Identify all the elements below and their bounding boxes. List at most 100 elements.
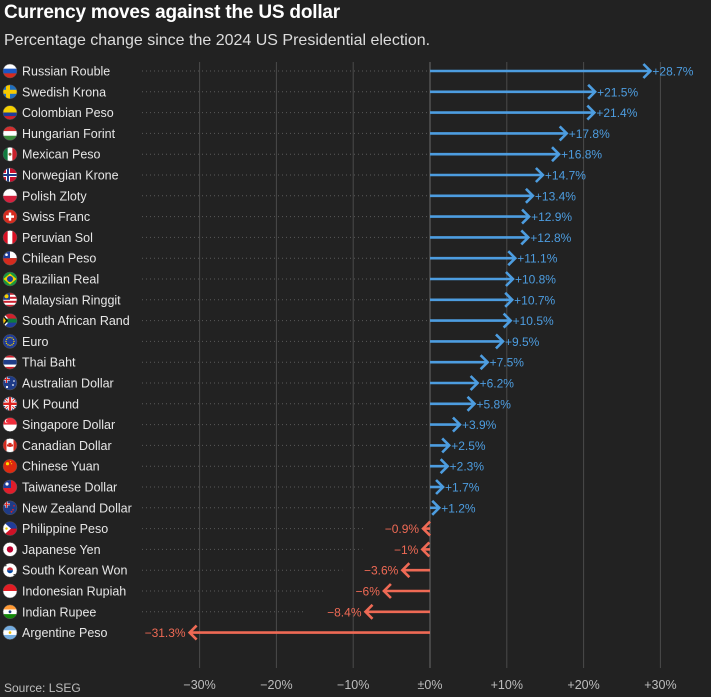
bar-arrowhead: [495, 333, 505, 350]
value-label: +16.8%: [561, 148, 602, 162]
currency-label: Indian Rupee: [22, 605, 96, 619]
chart-row: Australian Dollar +6.2%: [2, 375, 515, 391]
chart-row: Brazilian Real +10.8%: [2, 271, 556, 287]
currency-label: South Korean Won: [22, 564, 127, 578]
value-label: +21.4%: [596, 106, 637, 120]
chart-row: Swedish Krona +21.5%: [2, 83, 638, 100]
australia-flag-icon: [2, 375, 18, 391]
currency-label: Thai Baht: [22, 356, 76, 370]
south-africa-flag-icon: [2, 313, 18, 328]
chart-row: Mexican Peso +16.8%: [2, 146, 602, 163]
bar-arrowhead: [400, 562, 411, 579]
currency-label: Canadian Dollar: [22, 439, 112, 453]
bar-arrowhead: [435, 479, 445, 495]
currency-label: Swiss Franc: [22, 210, 90, 224]
value-label: −3.6%: [364, 564, 399, 578]
bar-arrowhead: [507, 250, 518, 267]
source-note: Source: LSEG: [4, 681, 81, 695]
value-label: +10.7%: [514, 293, 555, 307]
bar-arrowhead: [551, 146, 561, 163]
value-label: +10.5%: [513, 314, 554, 328]
x-tick-label: −30%: [183, 678, 215, 692]
chart-row: New Zealand Dollar +1.2%: [2, 499, 476, 516]
hungary-flag-icon: [2, 126, 18, 141]
currency-label: Mexican Peso: [22, 148, 101, 162]
russia-flag-icon: [2, 63, 18, 79]
currency-label: UK Pound: [22, 397, 79, 411]
currency-label: Japanese Yen: [22, 543, 101, 557]
chart-row: Euro +9.5%: [2, 333, 540, 350]
currency-label: Brazilian Real: [22, 273, 99, 287]
canada-flag-icon: [2, 438, 18, 453]
chart-row: Taiwanese Dollar +1.7%: [2, 479, 480, 495]
value-label: +6.2%: [480, 377, 515, 391]
chart-row: Canadian Dollar +2.5%: [2, 437, 486, 454]
brazil-flag-icon: [2, 271, 18, 287]
value-label: +1.2%: [441, 501, 476, 515]
bar-arrowhead: [420, 541, 431, 558]
currency-label: Colombian Peso: [22, 106, 114, 120]
bar-arrowhead: [479, 354, 490, 371]
value-label: +3.9%: [462, 418, 497, 432]
chart-row: Indonesian Rupiah −6%: [2, 583, 430, 599]
bar-arrowhead: [466, 395, 477, 412]
chart-row: UK Pound +5.8%: [2, 395, 511, 412]
currency-label: Peruvian Sol: [22, 231, 93, 245]
bar-arrowhead: [502, 312, 513, 329]
value-label: +2.5%: [451, 439, 486, 453]
value-label: −8.4%: [327, 605, 362, 619]
x-tick-label: −10%: [337, 678, 369, 692]
value-label: +21.5%: [597, 85, 638, 99]
value-label: +2.3%: [450, 460, 485, 474]
taiwan-flag-icon: [2, 479, 18, 495]
bar-arrowhead: [421, 520, 432, 537]
chart-row: Peruvian Sol +12.8%: [2, 229, 572, 246]
x-tick-label: +10%: [491, 678, 523, 692]
chart-row: Russian Rouble +28.7%: [2, 63, 694, 79]
chart-row: South Korean Won −3.6%: [2, 562, 430, 579]
value-label: +12.8%: [530, 231, 571, 245]
currency-label: Norwegian Krone: [22, 169, 119, 183]
bar-arrowhead: [505, 271, 515, 287]
peru-flag-icon: [2, 230, 18, 245]
x-tick-label: +20%: [567, 678, 599, 692]
chart-row: Philippine Peso −0.9%: [2, 520, 432, 537]
bar-arrowhead: [469, 375, 480, 391]
value-label: +13.4%: [535, 189, 576, 203]
chart-row: Thai Baht +7.5%: [2, 354, 525, 371]
mexico-flag-icon: [2, 146, 18, 162]
currency-label: Singapore Dollar: [22, 418, 115, 432]
bar-arrowhead: [521, 208, 531, 225]
chart-row: Malaysian Ringgit +10.7%: [2, 291, 556, 308]
bar-arrowhead: [504, 291, 515, 308]
norway-flag-icon: [2, 167, 18, 183]
chart-row: Argentine Peso −31.3%: [2, 624, 430, 641]
bar-arrowhead: [363, 603, 374, 620]
currency-label: Malaysian Ringgit: [22, 293, 121, 307]
bar-arrowhead: [382, 583, 392, 599]
india-flag-icon: [2, 604, 18, 620]
x-tick-label: ±0%: [418, 678, 443, 692]
japan-flag-icon: [2, 542, 18, 557]
bar-arrowhead: [520, 229, 531, 246]
chart-title: Currency moves against the US dollar: [4, 2, 340, 23]
currency-label: Russian Rouble: [22, 65, 110, 79]
x-tick-label: −20%: [260, 678, 292, 692]
bar-arrowhead: [441, 437, 452, 454]
chart-row: South African Rand +10.5%: [2, 312, 554, 329]
bar-arrowhead: [187, 624, 198, 641]
currency-label: Hungarian Forint: [22, 127, 116, 141]
chart-row: Polish Zloty +13.4%: [2, 187, 576, 204]
value-label: +1.7%: [445, 481, 480, 495]
chart-row: Singapore Dollar +3.9%: [2, 416, 497, 433]
value-label: +10.8%: [515, 273, 556, 287]
bar-arrowhead: [439, 458, 450, 475]
value-label: +7.5%: [490, 356, 525, 370]
chart-row: Japanese Yen −1%: [2, 541, 431, 558]
chart-subtitle: Percentage change since the 2024 US Pres…: [4, 32, 431, 49]
chart-row: Norwegian Krone +14.7%: [2, 167, 586, 183]
currency-label: Polish Zloty: [22, 189, 87, 203]
uk-flag-icon: [2, 396, 18, 412]
bar-arrowhead: [534, 167, 545, 183]
